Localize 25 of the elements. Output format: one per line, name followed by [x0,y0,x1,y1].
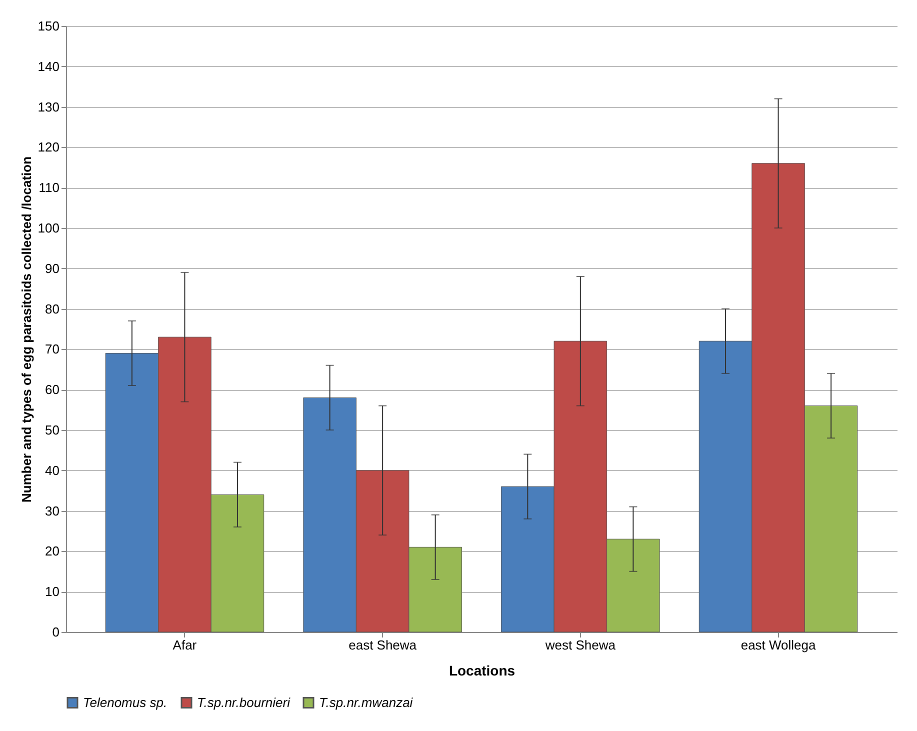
y-tick-label: 80 [45,301,60,316]
y-tick-label: 110 [38,180,60,196]
legend-label: T.sp.nr.bournieri [197,694,292,710]
legend-label: T.sp.nr.mwanzai [319,694,414,710]
y-tick-label: 120 [38,140,60,155]
y-tick-label: 130 [38,99,60,114]
x-tick-label: east Shewa [348,638,418,652]
y-tick-label: 20 [45,544,60,559]
y-tick-label: 70 [45,342,60,357]
y-tick-label: 100 [38,220,60,236]
y-tick-label: 60 [45,382,60,398]
y-tick-label: 150 [38,18,60,34]
y-tick-label: 90 [45,260,60,276]
y-tick-label: 30 [45,503,60,518]
y-tick-label: 0 [52,624,60,640]
x-tick-label: west Shewa [544,638,616,652]
x-axis-title: Locations [448,662,516,678]
legend-label: Telenomus sp. [83,694,168,710]
x-tick-label: east Wollega [740,638,817,652]
y-tick-label: 140 [38,58,60,74]
y-tick-label: 50 [45,422,60,438]
y-tick-label: 10 [45,584,60,600]
y-axis-title: Number and types of egg parasitoids collected /location [18,156,34,503]
y-tick-label: 40 [45,462,60,478]
x-tick-label: Afar [172,638,198,652]
